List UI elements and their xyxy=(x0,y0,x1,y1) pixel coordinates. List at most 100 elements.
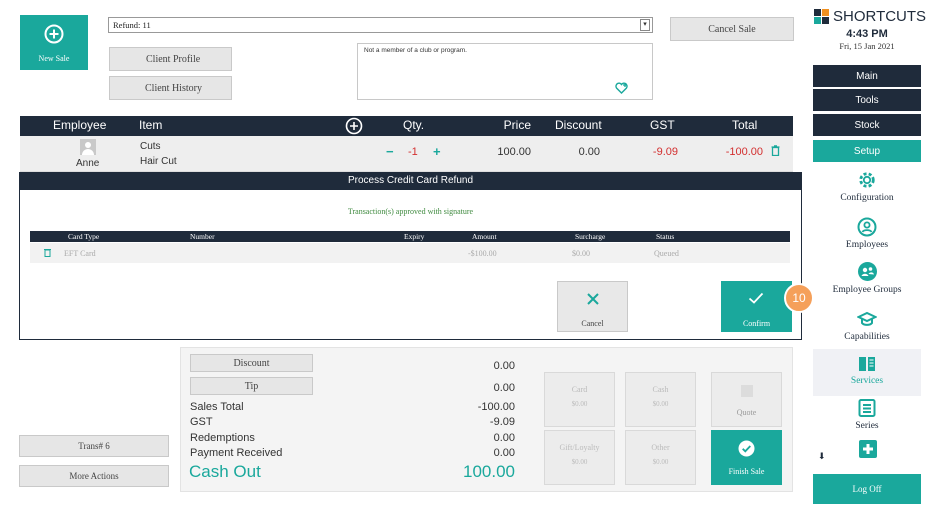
sidebar-item-label: Series xyxy=(855,421,879,431)
sales-total-label: Sales Total xyxy=(190,401,244,413)
card-surcharge-value: $0.00 xyxy=(572,249,590,258)
new-sale-button[interactable]: New Sale xyxy=(20,15,88,70)
step-badge: 10 xyxy=(784,283,814,313)
discount-button[interactable]: Discount xyxy=(190,354,313,372)
nav-setup[interactable]: Setup xyxy=(813,140,921,162)
sidebar-item-label: Configuration xyxy=(840,193,894,203)
scroll-down-arrow-icon[interactable]: ⬇ xyxy=(818,451,826,461)
dialog-cancel-label: Cancel xyxy=(581,319,604,328)
sidebar-item-label: Services xyxy=(850,376,884,386)
quote-icon xyxy=(740,385,753,397)
card-row[interactable] xyxy=(30,243,790,263)
nav-tools[interactable]: Tools xyxy=(813,89,921,111)
dialog-status-message: Transaction(s) approved with signature xyxy=(347,207,474,216)
sidebar-item-label: Employee Groups xyxy=(832,285,902,295)
brand-name: SHORTCUTS xyxy=(833,8,927,25)
sidebar-item-employees[interactable]: Employees xyxy=(813,217,921,250)
gift-loyalty-payment-amount: $0.00 xyxy=(571,458,588,466)
other-payment-button[interactable]: Other $0.00 xyxy=(625,430,696,485)
tip-value: 0.00 xyxy=(493,382,515,394)
sidebar-item-series[interactable]: Series xyxy=(813,398,921,431)
payment-received-value: 0.00 xyxy=(493,447,515,459)
log-off-button[interactable]: Log Off xyxy=(813,474,921,504)
row-qty: -1 xyxy=(408,146,418,158)
cancel-sale-button[interactable]: Cancel Sale xyxy=(670,17,794,41)
dialog-confirm-button[interactable]: Confirm xyxy=(721,281,792,332)
nav-main[interactable]: Main xyxy=(813,65,921,87)
refund-select[interactable]: Refund: 11 ▾ xyxy=(108,17,653,33)
dialog-cancel-button[interactable]: Cancel xyxy=(557,281,628,332)
card-status-value: Queued xyxy=(654,249,679,258)
gift-loyalty-payment-label: Gift/Loyalty xyxy=(559,443,600,452)
delete-icon[interactable] xyxy=(771,145,780,156)
cash-payment-label: Cash xyxy=(652,385,669,394)
dialog-confirm-label: Confirm xyxy=(742,319,771,328)
dialog-title: Process Credit Card Refund xyxy=(347,175,474,186)
cash-payment-button[interactable]: Cash $0.00 xyxy=(625,372,696,427)
row-category: Cuts xyxy=(140,141,161,152)
clock-time: 4:43 PM xyxy=(846,28,888,40)
col-qty-header: Qty. xyxy=(403,118,425,132)
row-total: -100.00 xyxy=(725,146,763,158)
col-number: Number xyxy=(190,232,215,241)
cash-out-value: 100.00 xyxy=(463,462,515,481)
col-price-header: Price xyxy=(503,118,531,132)
gst-label: GST xyxy=(190,416,213,428)
table-row[interactable] xyxy=(20,136,793,172)
add-item-icon[interactable] xyxy=(345,117,363,135)
sidebar-item-configuration[interactable]: Configuration xyxy=(813,170,921,203)
col-card-type: Card Type xyxy=(68,232,100,241)
col-status: Status xyxy=(656,232,675,241)
card-payment-amount: $0.00 xyxy=(571,400,588,408)
heart-add-icon[interactable] xyxy=(615,82,628,94)
clock-date: Fri, 15 Jan 2021 xyxy=(839,41,895,51)
list-icon xyxy=(858,399,876,417)
finish-sale-button[interactable]: Finish Sale xyxy=(711,430,782,485)
brand-logo-icon xyxy=(814,9,830,25)
dialog-title-bar xyxy=(19,172,802,190)
user-icon xyxy=(857,217,877,237)
sidebar-item-services[interactable]: Services xyxy=(813,349,921,396)
client-note-text: Not a member of a club or program. xyxy=(364,47,467,54)
col-employee-header: Employee xyxy=(53,118,107,132)
plus-circle-icon xyxy=(44,24,64,44)
col-amount: Amount xyxy=(472,232,497,241)
other-payment-amount: $0.00 xyxy=(652,458,669,466)
card-delete-icon[interactable] xyxy=(44,248,51,257)
col-expiry: Expiry xyxy=(404,232,425,241)
gift-loyalty-payment-button[interactable]: Gift/Loyalty $0.00 xyxy=(544,430,615,485)
sale-table-header xyxy=(20,116,793,136)
checkmark-icon xyxy=(748,292,764,304)
qty-plus-button[interactable]: + xyxy=(433,144,441,159)
redemptions-label: Redemptions xyxy=(190,432,255,444)
row-gst: -9.09 xyxy=(652,146,678,158)
gear-icon xyxy=(859,172,875,188)
dropdown-arrow-icon[interactable]: ▾ xyxy=(640,19,650,31)
card-payment-button[interactable]: Card $0.00 xyxy=(544,372,615,427)
more-actions-button[interactable]: More Actions xyxy=(19,465,169,487)
client-history-button[interactable]: Client History xyxy=(109,76,232,100)
row-price: 100.00 xyxy=(497,146,531,158)
client-note-box: Not a member of a club or program. xyxy=(357,43,653,100)
row-item: Hair Cut xyxy=(140,156,177,167)
sidebar-item-label: Employees xyxy=(845,240,889,250)
sidebar-item-capabilities[interactable]: Capabilities xyxy=(813,309,921,342)
col-gst-header: GST xyxy=(650,118,675,132)
row-employee: Anne xyxy=(76,158,100,169)
card-type-value: EFT Card xyxy=(64,249,96,258)
col-total-header: Total xyxy=(732,118,758,132)
sidebar-item-label: Capabilities xyxy=(844,332,890,342)
client-profile-button[interactable]: Client Profile xyxy=(109,47,232,71)
nav-stock[interactable]: Stock xyxy=(813,114,921,136)
quote-button[interactable]: Quote xyxy=(711,372,782,427)
card-table-header xyxy=(30,231,790,242)
gst-value: -9.09 xyxy=(489,416,515,428)
sidebar-item-employee-groups[interactable]: Employee Groups xyxy=(813,261,921,295)
cash-payment-amount: $0.00 xyxy=(652,400,669,408)
tip-button[interactable]: Tip xyxy=(190,377,313,395)
trans-button[interactable]: Trans# 6 xyxy=(19,435,169,457)
col-discount-header: Discount xyxy=(555,118,602,132)
qty-minus-button[interactable]: − xyxy=(386,144,394,159)
payment-received-label: Payment Received xyxy=(190,447,283,459)
col-item-header: Item xyxy=(139,118,163,132)
